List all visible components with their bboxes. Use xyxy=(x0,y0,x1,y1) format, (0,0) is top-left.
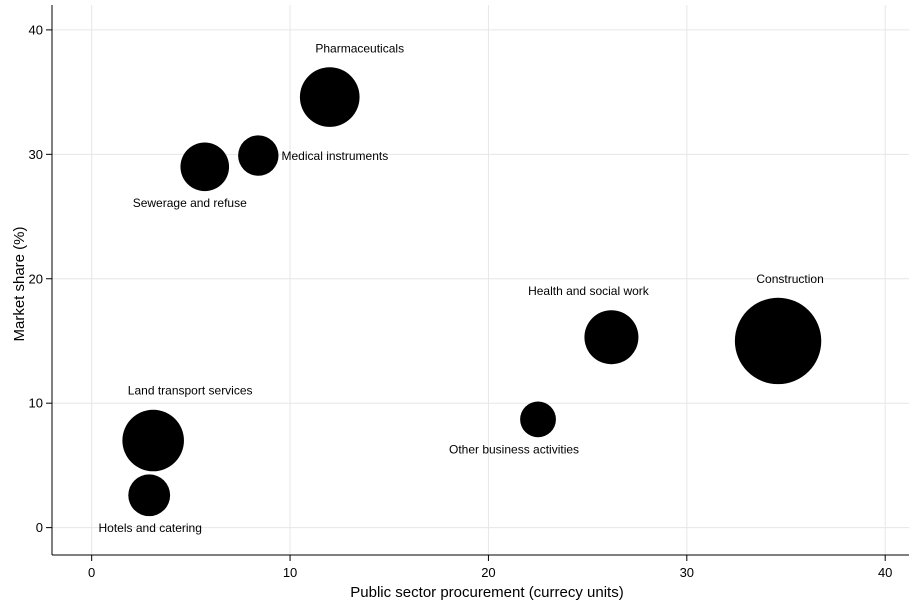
bubble-3 xyxy=(584,310,639,365)
bubble-2 xyxy=(180,142,230,192)
x-tick-label-4: 40 xyxy=(878,565,892,580)
x-axis-title: Public sector procurement (currecy units… xyxy=(350,584,623,601)
x-tick-label-2: 20 xyxy=(481,565,495,580)
y-tick-label-0: 0 xyxy=(36,520,43,535)
bubble-label-4: Construction xyxy=(756,272,823,286)
axis-layer: 0 10 20 30 40 0 10 20 30 40 xyxy=(29,5,909,580)
bubble-5 xyxy=(520,401,556,438)
x-tick-label-0: 0 xyxy=(88,565,95,580)
bubble-label-3: Health and social work xyxy=(528,284,650,298)
bubble-label-7: Hotels and catering xyxy=(99,521,202,535)
bubble-label-0: Pharmaceuticals xyxy=(315,41,404,55)
y-axis-title: Market share (%) xyxy=(11,226,28,341)
x-tick-label-1: 10 xyxy=(283,565,297,580)
bubble-6 xyxy=(122,409,184,472)
grid-layer xyxy=(52,5,909,555)
bubble-label-5: Other business activities xyxy=(449,442,579,456)
bubble-label-layer: Pharmaceuticals Medical instruments Sewera… xyxy=(99,41,824,535)
bubble-0 xyxy=(299,67,360,127)
bubble-label-6: Land transport services xyxy=(128,384,253,398)
y-tick-label-3: 30 xyxy=(29,147,43,162)
bubble-1 xyxy=(238,135,279,176)
y-tick-label-4: 40 xyxy=(29,22,43,37)
bubble-7 xyxy=(128,474,171,517)
y-tick-label-1: 10 xyxy=(29,396,43,411)
bubble-label-2: Sewerage and refuse xyxy=(133,196,247,210)
x-tick-label-3: 30 xyxy=(680,565,694,580)
bubble-label-1: Medical instruments xyxy=(282,149,389,163)
y-tick-label-2: 20 xyxy=(29,271,43,286)
bubble-4 xyxy=(734,297,822,385)
bubble-layer xyxy=(122,67,822,517)
